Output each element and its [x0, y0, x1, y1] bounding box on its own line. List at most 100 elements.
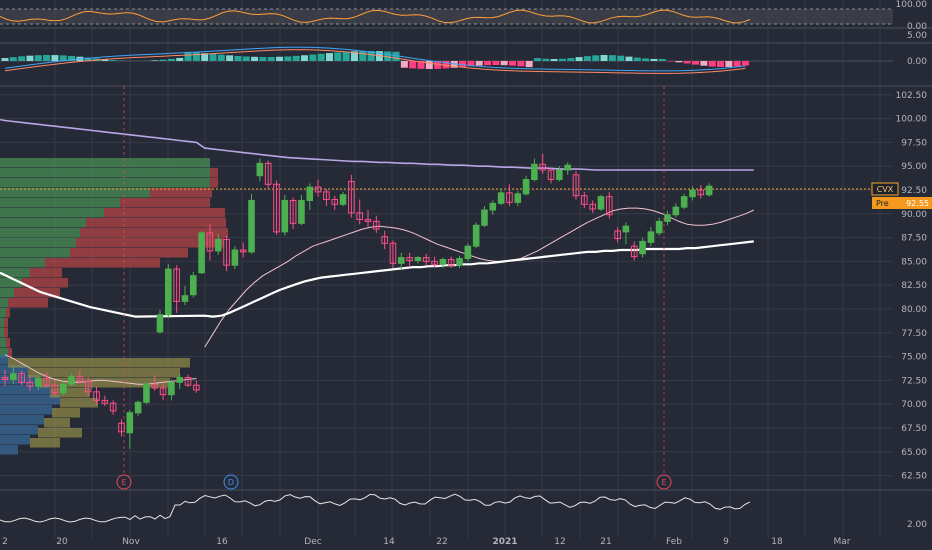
macd-bar-62 [517, 61, 525, 67]
price-tick-13: 70.00 [901, 400, 927, 410]
macd-bar-3 [26, 55, 34, 61]
candle-body-85 [664, 214, 671, 222]
candle-body-23 [193, 384, 200, 391]
symbol-tag: CVX [877, 185, 894, 194]
macd-bar-13 [109, 60, 117, 61]
macd-bar-43 [359, 51, 367, 61]
candle-body-14 [118, 422, 125, 433]
candle-body-89 [697, 189, 705, 196]
vp-up-12 [0, 278, 22, 288]
candle-body-34 [239, 249, 247, 253]
candle-body-51 [381, 236, 388, 244]
vp-up-11 [0, 268, 30, 278]
candle-body-52 [389, 242, 397, 264]
volume-pane [0, 493, 751, 523]
macd-bar-32 [267, 56, 275, 61]
candle-body-12 [101, 399, 109, 404]
macd-bar-52 [434, 61, 442, 69]
rsi-tick-1: 0.00 [907, 22, 927, 32]
vp-up-8 [0, 238, 76, 248]
date-label-7: 2021 [492, 537, 517, 547]
date-label-0: 2 [2, 537, 8, 547]
vp-yel-4 [60, 398, 98, 408]
candle-body-15 [126, 412, 134, 434]
vp-down-6 [86, 218, 226, 228]
price-tick-5: 90.00 [901, 210, 927, 220]
candle-body-86 [672, 206, 680, 216]
vp-down-14 [8, 298, 48, 308]
candle-body-38 [273, 183, 280, 233]
macd-tick-0: 5.00 [907, 31, 927, 41]
macd-bar-7 [59, 55, 67, 61]
candle-body-54 [406, 257, 413, 261]
candle-body-32 [223, 239, 230, 266]
event-marker-0 [116, 474, 132, 490]
candle-body-37 [264, 162, 272, 185]
event-label-1: D [228, 478, 234, 487]
macd-bar-44 [367, 51, 375, 61]
macd-bar-41 [342, 51, 350, 61]
macd-bar-25 [209, 53, 217, 61]
pre-tag-value: 92.55 [906, 199, 929, 208]
vp-up-16 [0, 318, 4, 328]
candle-body-7 [59, 383, 67, 394]
candle-body-1 [10, 373, 17, 380]
macd-bar-55 [459, 61, 467, 67]
macd-bar-53 [442, 61, 450, 69]
vp-yel-1 [28, 368, 180, 378]
candle-body-80 [622, 225, 630, 233]
date-label-13: Mar [834, 537, 851, 547]
macd-bar-56 [467, 61, 475, 67]
macd-bar-65 [542, 58, 550, 61]
macd-bar-19 [159, 59, 167, 61]
volume-line [0, 493, 751, 523]
date-label-1: 20 [56, 537, 68, 547]
macd-bar-51 [425, 61, 433, 69]
candle-body-57 [431, 260, 438, 265]
macd-bar-39 [325, 53, 333, 61]
macd-bar-5 [43, 55, 51, 61]
macd-bar-85 [708, 61, 716, 67]
candle-body-72 [556, 169, 563, 181]
macd-bar-34 [284, 56, 292, 61]
candle-body-21 [176, 377, 184, 383]
candle-body-20 [168, 381, 175, 396]
macd-bar-29 [242, 56, 250, 61]
vp-down-9 [70, 248, 188, 258]
candle-body-65 [497, 192, 505, 204]
rsi-band [0, 9, 893, 24]
candle-body-25 [165, 268, 172, 316]
macd-bar-31 [259, 56, 267, 61]
price-tick-1: 100.00 [896, 115, 928, 125]
macd-bar-84 [700, 61, 708, 66]
candle-body-83 [647, 231, 655, 243]
macd-bar-38 [317, 53, 325, 61]
candle-body-75 [581, 195, 588, 205]
candle-body-44 [323, 191, 330, 201]
vp-down-2 [210, 178, 218, 188]
candle-body-36 [256, 162, 264, 177]
vp-up-1 [0, 168, 210, 178]
volume-tick: 2.00 [907, 520, 927, 530]
macd-bar-27 [226, 55, 234, 61]
candle-body-45 [331, 199, 339, 205]
candle-body-4 [34, 377, 42, 387]
macd-bar-18 [151, 60, 159, 61]
macd-bar-61 [509, 61, 517, 66]
macd-bar-63 [525, 61, 533, 68]
macd-bar-46 [384, 51, 392, 61]
candle-body-40 [289, 199, 297, 224]
candle-body-67 [514, 193, 522, 203]
vp-yel-3 [50, 388, 90, 398]
candle-body-62 [472, 224, 480, 247]
candle-body-31 [214, 239, 222, 252]
candle-body-10 [84, 380, 92, 393]
candle-body-77 [597, 196, 605, 210]
vp-up-13 [0, 288, 14, 298]
vp-down-7 [80, 228, 228, 238]
macd-bar-87 [725, 61, 733, 67]
candle-body-28 [189, 275, 197, 296]
candle-body-59 [447, 258, 455, 266]
